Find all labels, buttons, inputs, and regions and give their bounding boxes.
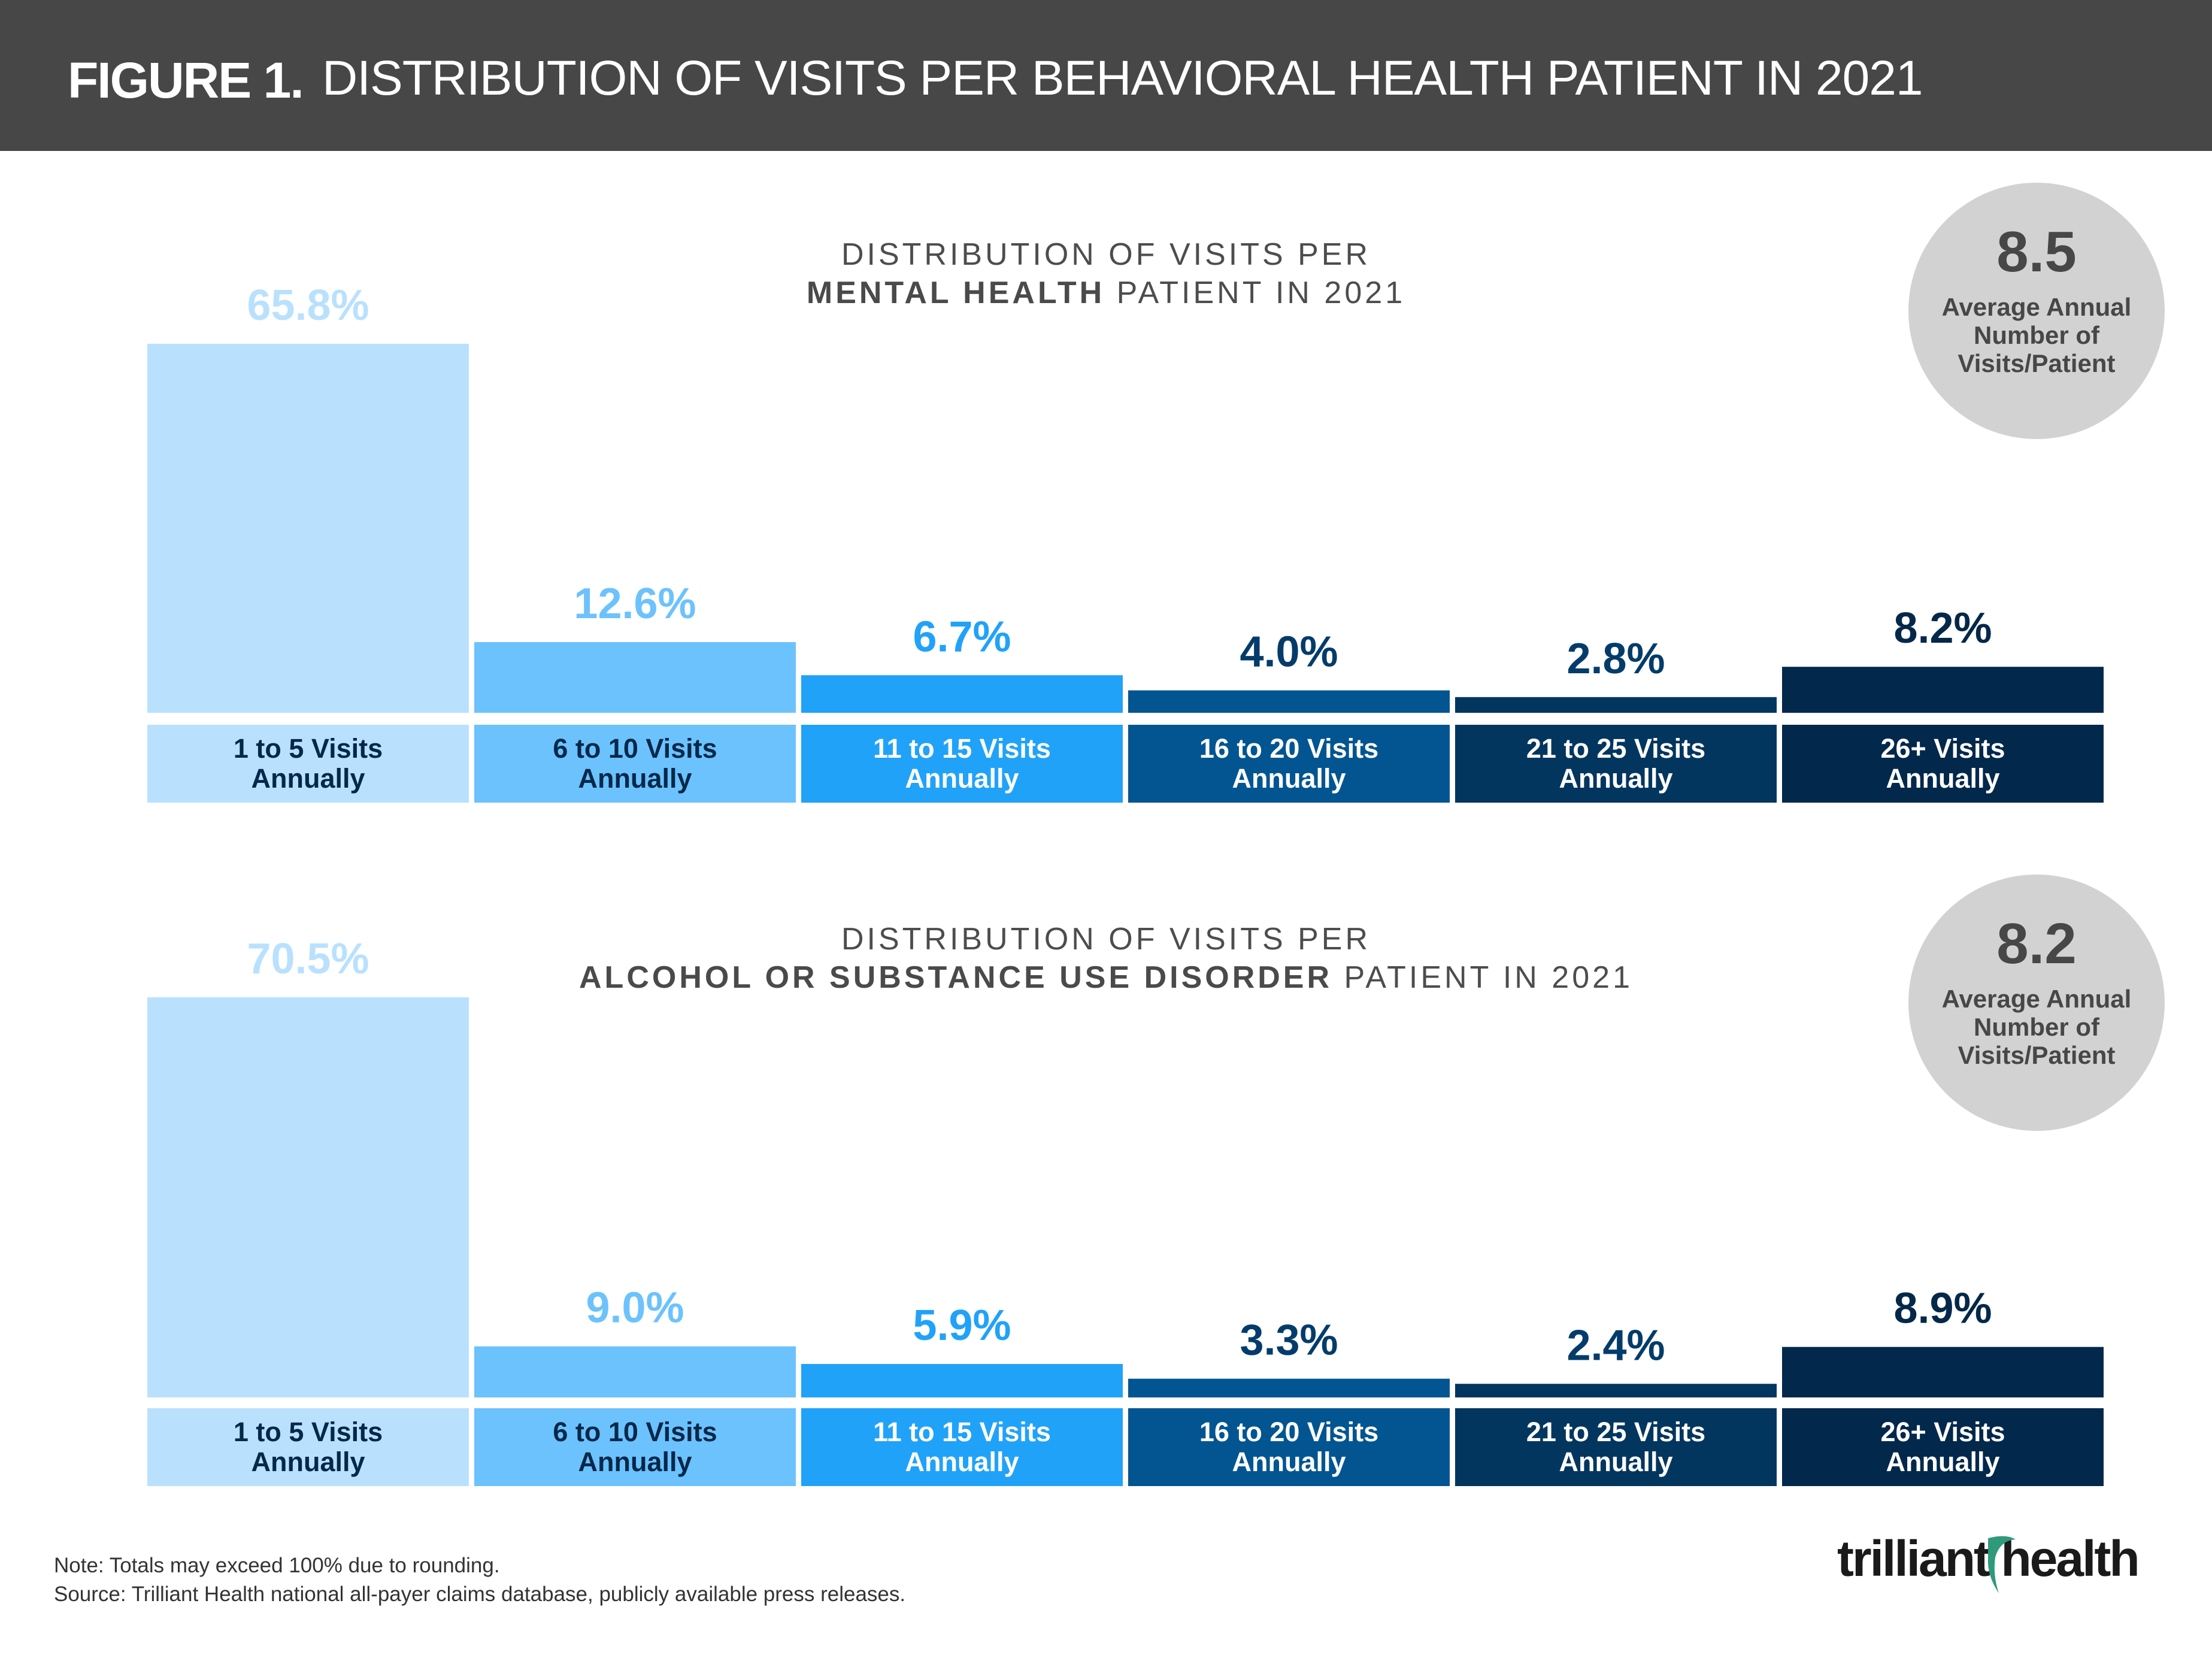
category-label: 1 to 5 Visits Annually [234,734,383,794]
category-label: 11 to 15 Visits Annually [873,1417,1051,1477]
chart-1-average-circle: 8.5 Average Annual Number of Visits/Pati… [1908,183,2165,439]
category-label: 11 to 15 Visits Annually [873,734,1051,794]
chart-2-category-6: 26+ Visits Annually [1782,1408,2104,1486]
category-label-line-2: Annually [1559,763,1673,794]
category-label: 21 to 25 Visits Annually [1526,1417,1705,1477]
chart-2-bar-5 [1455,1384,1777,1397]
chart-1-average-value: 8.5 [1996,220,2077,284]
category-label-line-2: Annually [1232,763,1346,794]
chart-1-value-label-3: 6.7% [913,613,1011,661]
chart-2-average-label: Average Annual Number of Visits/Patient [1941,985,2132,1069]
chart-2-title-rest: PATIENT IN 2021 [1332,960,1633,995]
chart-1-bar-6 [1782,667,2104,713]
figure-title: DISTRIBUTION OF VISITS PER BEHAVIORAL HE… [322,51,1923,105]
chart-2-bar-2 [474,1346,796,1397]
chart-2-value-label-1: 70.5% [247,935,369,983]
chart-1-value-label-5: 2.8% [1566,635,1665,683]
figure-header: FIGURE 1. DISTRIBUTION OF VISITS PER BEH… [0,0,2212,151]
chart-2-title-line1: DISTRIBUTION OF VISITS PER [841,922,1371,957]
chart-1-bar-2 [474,642,796,713]
note-text: Note: Totals may exceed 100% due to roun… [54,1554,500,1577]
category-label-line-1: 16 to 20 Visits [1199,733,1379,764]
category-label: 26+ Visits Annually [1880,1417,2005,1477]
category-label: 16 to 20 Visits Annually [1199,734,1378,794]
category-label-line-2: Annually [578,1447,692,1477]
chart-2-bar-6 [1782,1347,2104,1397]
chart-1-value-label-6: 8.2% [1893,604,1992,652]
chart-1-average-label: Average Annual Number of Visits/Patient [1941,293,2132,377]
chart-1-bar-3 [801,675,1123,713]
chart-2-value-label-4: 3.3% [1240,1317,1338,1364]
chart-2-title: DISTRIBUTION OF VISITS PER ALCOHOL OR SU… [0,920,2212,997]
chart-2-value-label-5: 2.4% [1566,1321,1665,1369]
chart-2-average-circle: 8.2 Average Annual Number of Visits/Pati… [1908,875,2165,1131]
category-label-line-2: Annually [1559,1447,1673,1477]
chart-1-title-bold: MENTAL HEALTH [806,276,1105,310]
category-label-line-2: Annually [578,763,692,794]
chart-2-bar-4 [1128,1378,1450,1397]
figure-label: FIGURE 1. [68,52,304,108]
chart-2-title-bold: ALCOHOL OR SUBSTANCE USE DISORDER [579,960,1333,995]
category-label: 21 to 25 Visits Annually [1526,734,1705,794]
chart-1-category-6: 26+ Visits Annually [1782,725,2104,803]
category-label-line-2: Annually [905,763,1019,794]
category-label-line-2: Annually [251,1447,365,1477]
category-label: 6 to 10 Visits Annually [553,1417,717,1477]
chart-1-category-2: 6 to 10 Visits Annually [474,725,796,803]
category-label: 6 to 10 Visits Annually [553,734,717,794]
footnote: Note: Totals may exceed 100% due to roun… [54,1551,905,1609]
category-label-line-1: 26+ Visits [1880,733,2005,764]
category-label-line-1: 11 to 15 Visits [873,733,1051,764]
chart-1-value-label-4: 4.0% [1240,628,1338,676]
category-label-line-1: 6 to 10 Visits [553,733,717,764]
chart-2-value-label-3: 5.9% [913,1302,1011,1350]
category-label-line-1: 6 to 10 Visits [553,1417,717,1447]
chart-2-value-label-2: 9.0% [586,1284,684,1332]
chart-1-category-4: 16 to 20 Visits Annually [1128,725,1450,803]
chart-1-category-3: 11 to 15 Visits Annually [801,725,1123,803]
chart-1-value-label-2: 12.6% [574,580,696,628]
category-label-line-1: 16 to 20 Visits [1199,1417,1379,1447]
chart-2-category-4: 16 to 20 Visits Annually [1128,1408,1450,1486]
chart-2-value-label-6: 8.9% [1893,1285,1992,1333]
category-label-line-1: 21 to 25 Visits [1526,1417,1706,1447]
category-label-line-2: Annually [1232,1447,1346,1477]
logo-swoosh-icon [1987,1536,2016,1593]
chart-1-title: DISTRIBUTION OF VISITS PER MENTAL HEALTH… [0,235,2212,312]
category-label-line-1: 1 to 5 Visits [233,733,383,764]
chart-2-average-value: 8.2 [1996,912,2077,976]
chart-1-category-5: 21 to 25 Visits Annually [1455,725,1777,803]
chart-2-category-1: 1 to 5 Visits Annually [147,1408,469,1486]
category-label-line-2: Annually [251,763,365,794]
chart-1-bar-5 [1455,697,1777,713]
category-label-line-2: Annually [1886,1447,2000,1477]
category-label-line-2: Annually [1886,763,2000,794]
category-label-line-1: 26+ Visits [1880,1417,2005,1447]
chart-2-category-2: 6 to 10 Visits Annually [474,1408,796,1486]
chart-1-title-line1: DISTRIBUTION OF VISITS PER [841,237,1371,272]
chart-1-bar-1 [147,343,469,713]
chart-1-value-label-1: 65.8% [247,282,369,329]
category-label-line-1: 1 to 5 Visits [233,1417,383,1447]
chart-1-title-rest: PATIENT IN 2021 [1105,276,1406,310]
chart-1-bar-4 [1128,690,1450,713]
chart-2-bar-1 [147,997,469,1397]
category-label-line-1: 11 to 15 Visits [873,1417,1051,1447]
category-label-line-1: 21 to 25 Visits [1526,733,1706,764]
category-label: 1 to 5 Visits Annually [234,1417,383,1477]
chart-2-category-5: 21 to 25 Visits Annually [1455,1408,1777,1486]
chart-2-bar-3 [801,1364,1123,1397]
chart-1-category-1: 1 to 5 Visits Annually [147,725,469,803]
source-text: Source: Trilliant Health national all-pa… [54,1583,906,1606]
category-label: 16 to 20 Visits Annually [1199,1417,1378,1477]
chart-2-category-3: 11 to 15 Visits Annually [801,1408,1123,1486]
category-label-line-2: Annually [905,1447,1019,1477]
category-label: 26+ Visits Annually [1880,734,2005,794]
